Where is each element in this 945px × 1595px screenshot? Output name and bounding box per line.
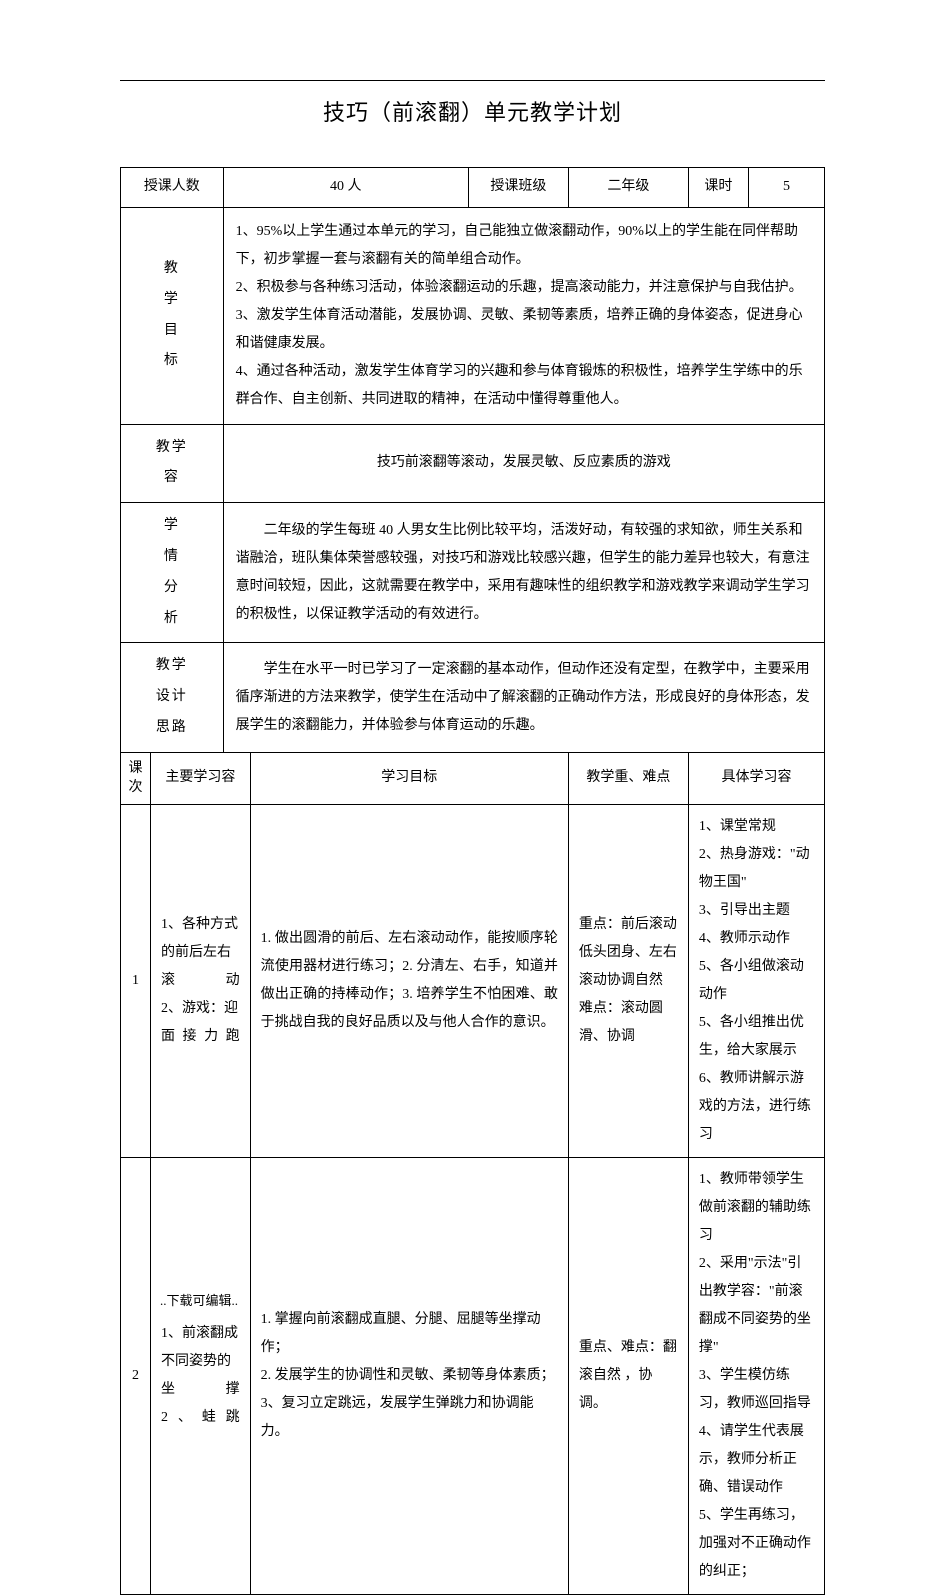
text-analysis: 二年级的学生每班 40 人男女生比例比较平均，活泼好动，有较强的求知欲，师生关系… xyxy=(223,503,824,643)
col-main: 主要学习容 xyxy=(151,752,251,804)
col-detail: 具体学习容 xyxy=(688,752,824,804)
teaching-plan-table: 授课人数 40 人 授课班级 二年级 课时 5 教 学 目 标 1、95%以上学… xyxy=(120,167,825,1595)
lesson-key: 重点、难点：翻滚自然 ，协调。 xyxy=(568,1157,688,1594)
lesson-num: 2 xyxy=(121,1157,151,1594)
value-class: 二年级 xyxy=(568,168,688,208)
col-goal: 学习目标 xyxy=(250,752,568,804)
row-analysis: 学 情 分 析 二年级的学生每班 40 人男女生比例比较平均，活泼好动，有较强的… xyxy=(121,503,825,643)
lesson-detail: 1、课堂常规 2、热身游戏："动物王国" 3、引导出主题 4、教师示动作 5、各… xyxy=(688,804,824,1157)
label-class: 授课班级 xyxy=(468,168,568,208)
label-design: 教学 设计 思路 xyxy=(121,643,224,752)
label-goals: 教 学 目 标 xyxy=(121,207,224,424)
lesson-num: 1 xyxy=(121,804,151,1157)
lesson-main: 1、各种方式的前后左右滚动 2、游戏：迎面接力跑 xyxy=(151,804,251,1157)
lesson-goal: 1. 做出圆滑的前后、左右滚动动作，能按顺序轮流使用器材进行练习；2. 分清左、… xyxy=(250,804,568,1157)
value-periods: 5 xyxy=(748,168,824,208)
lesson-row: 2 1、前滚翻成不同姿势的坐撑 2、蛙跳 1. 掌握向前滚翻成直腿、分腿、屈腿等… xyxy=(121,1157,825,1594)
label-content: 教学 容 xyxy=(121,424,224,503)
text-goals: 1、95%以上学生通过本单元的学习，自己能独立做滚翻动作，90%以上的学生能在同… xyxy=(223,207,824,424)
label-periods: 课时 xyxy=(688,168,748,208)
row-design: 教学 设计 思路 学生在水平一时已学习了一定滚翻的基本动作，但动作还没有定型，在… xyxy=(121,643,825,752)
row-content: 教学 容 技巧前滚翻等滚动，发展灵敏、反应素质的游戏 xyxy=(121,424,825,503)
label-students: 授课人数 xyxy=(121,168,224,208)
lesson-row: 1 1、各种方式的前后左右滚动 2、游戏：迎面接力跑 1. 做出圆滑的前后、左右… xyxy=(121,804,825,1157)
row-goals: 教 学 目 标 1、95%以上学生通过本单元的学习，自己能独立做滚翻动作，90%… xyxy=(121,207,825,424)
col-num: 课 次 xyxy=(121,752,151,804)
footer-note: ..下载可编辑.. xyxy=(160,1290,238,1309)
top-rule xyxy=(120,80,825,81)
lesson-detail: 1、教师带领学生做前滚翻的辅助练习 2、采用"示法"引出教学容："前滚翻成不同姿… xyxy=(688,1157,824,1594)
label-analysis: 学 情 分 析 xyxy=(121,503,224,643)
lesson-header-row: 课 次 主要学习容 学习目标 教学重、难点 具体学习容 xyxy=(121,752,825,804)
lesson-main: 1、前滚翻成不同姿势的坐撑 2、蛙跳 xyxy=(151,1157,251,1594)
value-students: 40 人 xyxy=(223,168,468,208)
text-design: 学生在水平一时已学习了一定滚翻的基本动作，但动作还没有定型，在教学中，主要采用循… xyxy=(223,643,824,752)
text-content: 技巧前滚翻等滚动，发展灵敏、反应素质的游戏 xyxy=(223,424,824,503)
col-key: 教学重、难点 xyxy=(568,752,688,804)
header-row: 授课人数 40 人 授课班级 二年级 课时 5 xyxy=(121,168,825,208)
page-title: 技巧（前滚翻）单元教学计划 xyxy=(120,95,825,127)
lesson-key: 重点：前后滚动低头团身、左右滚动协调自然 难点：滚动圆滑、协调 xyxy=(568,804,688,1157)
lesson-goal: 1. 掌握向前滚翻成直腿、分腿、屈腿等坐撑动作； 2. 发展学生的协调性和灵敏、… xyxy=(250,1157,568,1594)
